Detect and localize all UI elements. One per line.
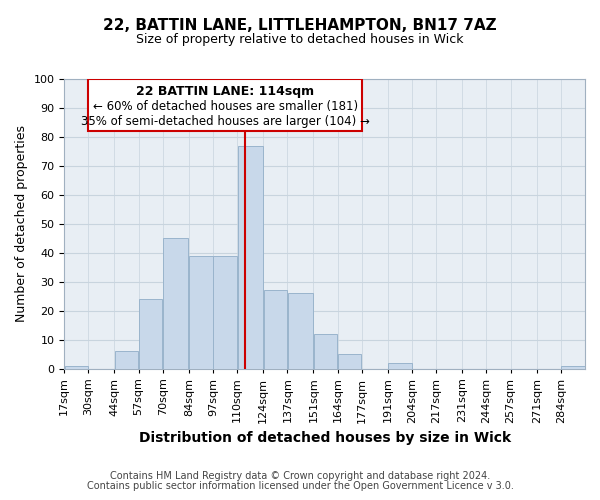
Text: 22 BATTIN LANE: 114sqm: 22 BATTIN LANE: 114sqm xyxy=(136,85,314,98)
Text: Contains HM Land Registry data © Crown copyright and database right 2024.: Contains HM Land Registry data © Crown c… xyxy=(110,471,490,481)
Bar xyxy=(263,290,287,368)
Bar xyxy=(238,146,263,368)
FancyBboxPatch shape xyxy=(88,79,362,131)
Bar xyxy=(65,366,88,368)
Bar xyxy=(388,362,412,368)
Y-axis label: Number of detached properties: Number of detached properties xyxy=(15,126,28,322)
Bar xyxy=(561,366,584,368)
Text: ← 60% of detached houses are smaller (181): ← 60% of detached houses are smaller (18… xyxy=(92,100,358,112)
Bar xyxy=(288,293,313,368)
Bar xyxy=(139,299,163,368)
X-axis label: Distribution of detached houses by size in Wick: Distribution of detached houses by size … xyxy=(139,431,511,445)
Bar xyxy=(163,238,188,368)
Bar xyxy=(214,256,237,368)
Text: 35% of semi-detached houses are larger (104) →: 35% of semi-detached houses are larger (… xyxy=(81,114,370,128)
Text: 22, BATTIN LANE, LITTLEHAMPTON, BN17 7AZ: 22, BATTIN LANE, LITTLEHAMPTON, BN17 7AZ xyxy=(103,18,497,32)
Text: Contains public sector information licensed under the Open Government Licence v : Contains public sector information licen… xyxy=(86,481,514,491)
Bar xyxy=(314,334,337,368)
Text: Size of property relative to detached houses in Wick: Size of property relative to detached ho… xyxy=(136,32,464,46)
Bar xyxy=(115,351,139,368)
Bar xyxy=(338,354,361,368)
Bar xyxy=(189,256,212,368)
